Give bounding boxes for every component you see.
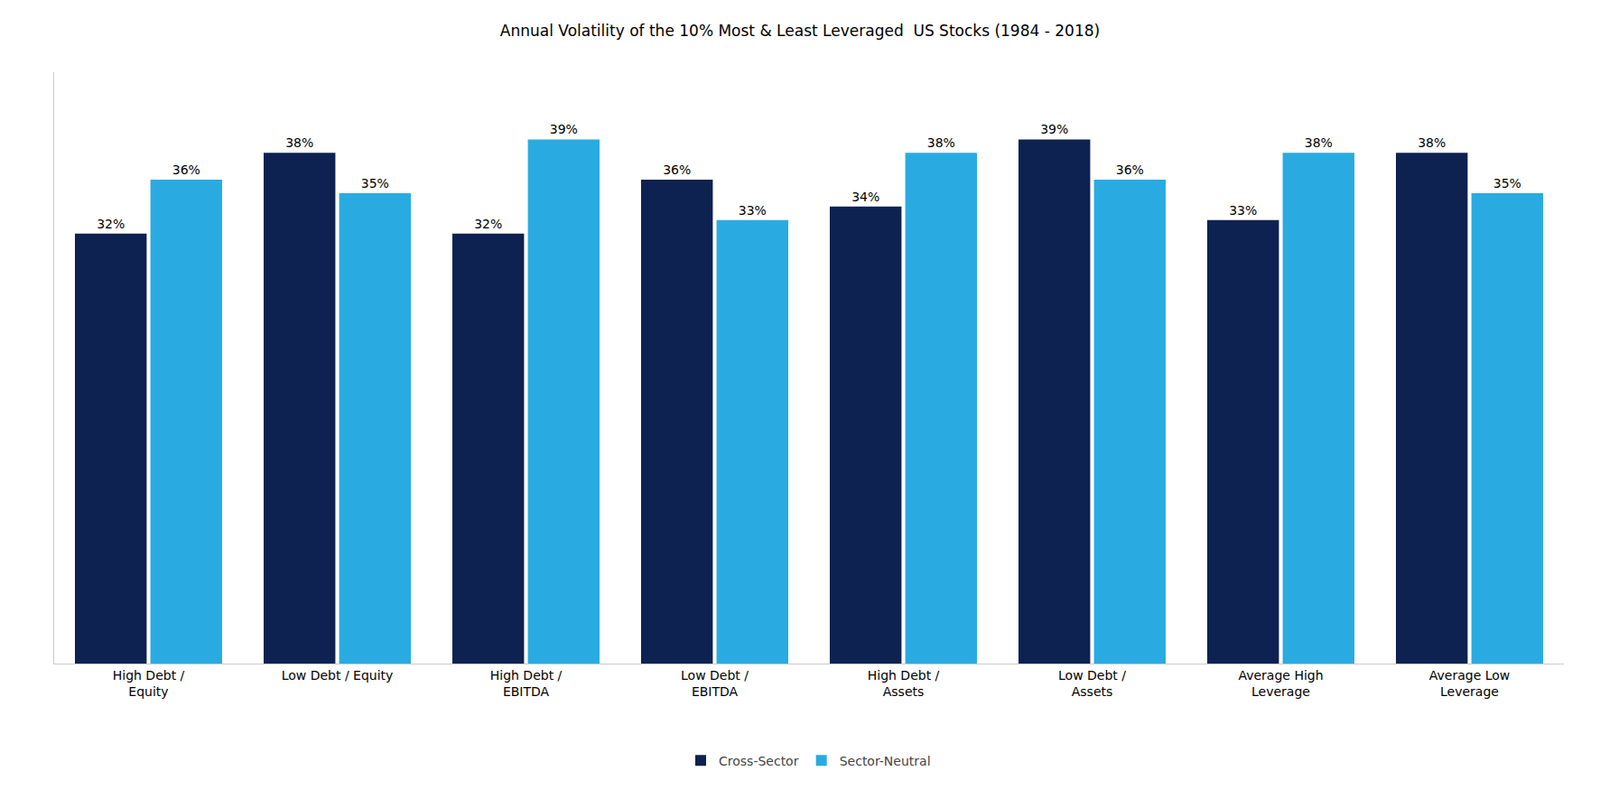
svg-text:High Debt /Equity: High Debt /Equity — [112, 668, 186, 699]
svg-text:35%: 35% — [1493, 176, 1522, 191]
svg-text:33%: 33% — [738, 203, 767, 218]
svg-text:High Debt /EBITDA: High Debt /EBITDA — [490, 668, 563, 699]
svg-text:39%: 39% — [1040, 121, 1069, 137]
svg-text:Low Debt /Assets: Low Debt /Assets — [1058, 668, 1126, 699]
svg-text:36%: 36% — [1116, 162, 1145, 177]
svg-text:35%: 35% — [361, 176, 390, 191]
svg-text:Cross-Sector: Cross-Sector — [718, 753, 800, 769]
svg-text:38%: 38% — [927, 135, 956, 150]
svg-text:39%: 39% — [549, 121, 578, 137]
svg-text:Average LowLeverage: Average LowLeverage — [1429, 668, 1511, 699]
svg-text:Low Debt /EBITDA: Low Debt /EBITDA — [680, 668, 749, 699]
svg-text:Sector-Neutral: Sector-Neutral — [839, 753, 931, 769]
svg-text:32%: 32% — [474, 216, 503, 232]
svg-text:38%: 38% — [1417, 135, 1446, 150]
svg-text:Low Debt / Equity: Low Debt / Equity — [281, 668, 394, 683]
svg-text:34%: 34% — [851, 189, 880, 205]
svg-text:Annual Volatility of the 10% M: Annual Volatility of the 10% Most & Leas… — [500, 21, 1100, 40]
svg-text:38%: 38% — [1304, 135, 1333, 150]
svg-text:33%: 33% — [1228, 203, 1257, 218]
svg-text:38%: 38% — [285, 135, 314, 150]
svg-text:High Debt /Assets: High Debt /Assets — [867, 668, 940, 699]
svg-text:32%: 32% — [96, 216, 125, 232]
svg-text:36%: 36% — [172, 162, 201, 177]
svg-text:Average HighLeverage: Average HighLeverage — [1237, 668, 1323, 699]
svg-text:36%: 36% — [662, 162, 691, 177]
